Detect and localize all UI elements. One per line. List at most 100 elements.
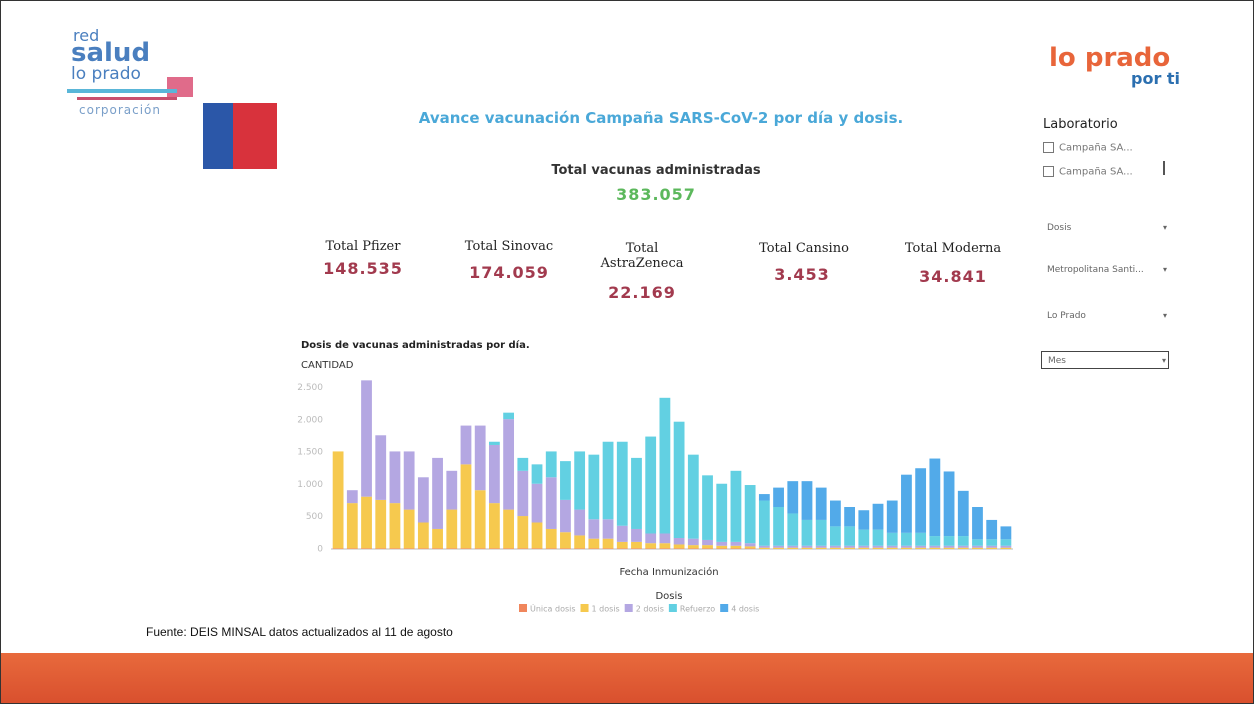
bar-segment bbox=[957, 490, 969, 537]
bar-segment bbox=[702, 548, 713, 549]
bar-segment bbox=[403, 548, 415, 549]
bar-segment bbox=[531, 464, 543, 484]
bar-segment bbox=[645, 548, 657, 549]
checkbox[interactable]: Campaña SA... bbox=[1043, 166, 1133, 178]
bar-segment bbox=[730, 541, 742, 546]
checkbox-label: Campaña SA... bbox=[1059, 142, 1133, 154]
bar-segment bbox=[716, 483, 728, 542]
legend-swatch bbox=[668, 604, 677, 612]
bar-segment bbox=[531, 522, 543, 549]
bar-segment bbox=[403, 451, 415, 510]
bar-segment bbox=[829, 526, 841, 546]
dropdown[interactable]: Mes bbox=[1041, 351, 1169, 370]
legend-title: Dosis bbox=[655, 591, 682, 602]
bar-segment bbox=[474, 548, 486, 549]
bar-segment bbox=[773, 547, 784, 549]
bar-segment bbox=[503, 509, 515, 549]
bar-segment bbox=[858, 529, 870, 546]
bar-segment bbox=[929, 536, 941, 546]
y-tick-label: 1.000 bbox=[297, 480, 323, 490]
bar-segment bbox=[829, 547, 841, 549]
bar-segment bbox=[972, 539, 983, 546]
legend-label: Única dosis bbox=[530, 603, 576, 614]
bar-segment bbox=[389, 451, 401, 504]
bar-segment bbox=[929, 545, 941, 548]
y-tick-label: 2.000 bbox=[297, 415, 323, 425]
legend-label: Refuerzo bbox=[680, 605, 715, 614]
bar-segment bbox=[488, 444, 500, 504]
legend-swatch bbox=[720, 604, 729, 612]
bar-segment bbox=[531, 483, 543, 523]
y-axis-title: CANTIDAD bbox=[301, 360, 354, 371]
bar-segment bbox=[503, 419, 515, 510]
dropdown[interactable]: Lo Prado bbox=[1041, 307, 1169, 325]
bar-segment bbox=[886, 545, 898, 548]
bar-segment bbox=[687, 545, 699, 549]
bar-segment bbox=[488, 548, 500, 549]
total-value: 383.057 bbox=[616, 185, 696, 204]
bar-segment bbox=[659, 533, 671, 544]
kpi-value: 22.169 bbox=[608, 283, 676, 302]
bar-segment bbox=[886, 547, 898, 549]
bar-segment bbox=[858, 547, 870, 549]
bar-segment bbox=[389, 548, 401, 549]
dropdown-label: Dosis bbox=[1047, 223, 1072, 233]
bar-segment bbox=[361, 548, 372, 549]
bar-segment bbox=[560, 461, 571, 500]
bar-segment bbox=[332, 451, 344, 549]
y-tick-label: 2.500 bbox=[297, 383, 323, 393]
bar-segment bbox=[417, 522, 429, 549]
bar-segment bbox=[915, 547, 927, 549]
bar-segment bbox=[602, 548, 614, 549]
page-title: Avance vacunación Campaña SARS-CoV-2 por… bbox=[418, 109, 904, 127]
x-axis-title: Fecha Inmunización bbox=[619, 566, 718, 578]
bar-segment bbox=[844, 545, 856, 548]
bar-segment bbox=[645, 543, 657, 549]
bar-segment bbox=[787, 547, 799, 549]
bar-segment bbox=[432, 528, 443, 549]
bar-segment bbox=[986, 519, 998, 540]
bar-segment bbox=[560, 499, 571, 533]
bar-segment bbox=[375, 548, 387, 549]
bar-segment bbox=[545, 451, 557, 478]
checkbox-label: Campaña SA... bbox=[1059, 166, 1133, 178]
bar-segment bbox=[588, 538, 600, 549]
kpi-label: Total Pfizer bbox=[325, 239, 401, 254]
bar-segment bbox=[972, 547, 983, 549]
logo-text: red bbox=[73, 26, 100, 45]
dropdown-label: Mes bbox=[1048, 356, 1066, 366]
bar-segment bbox=[545, 528, 557, 549]
bar-segment bbox=[744, 546, 756, 549]
bar-segment bbox=[886, 532, 898, 546]
kpi-value: 148.535 bbox=[323, 259, 403, 278]
dropdown[interactable]: Metropolitana Santi... bbox=[1041, 261, 1169, 279]
filter-title: Laboratorio bbox=[1043, 117, 1118, 132]
kpi-label: Total Cansino bbox=[759, 241, 849, 256]
bar-segment bbox=[1000, 539, 1012, 546]
dropdown[interactable]: Dosis bbox=[1041, 219, 1169, 237]
bar-segment bbox=[616, 541, 628, 549]
bar-segment bbox=[957, 536, 969, 546]
bar-segment bbox=[943, 547, 955, 549]
bar-segment bbox=[915, 468, 927, 533]
bar-segment bbox=[361, 380, 372, 497]
bar-segment bbox=[673, 544, 685, 549]
bar-segment bbox=[631, 457, 642, 529]
footer-band bbox=[1, 653, 1253, 703]
bar-segment bbox=[744, 543, 756, 547]
bar-segment bbox=[346, 490, 358, 504]
bar-segment bbox=[631, 541, 642, 549]
bar-segment bbox=[901, 474, 912, 533]
bar-segment bbox=[773, 545, 784, 548]
checkbox[interactable]: Campaña SA... bbox=[1043, 142, 1133, 154]
legend-swatch bbox=[580, 604, 589, 612]
kpi-value: 174.059 bbox=[469, 263, 549, 282]
y-tick-label: 1.500 bbox=[297, 448, 323, 458]
kpi-label: Total Moderna bbox=[904, 241, 1002, 256]
bar-segment bbox=[503, 548, 515, 549]
bar-segment bbox=[673, 421, 685, 539]
bar-segment bbox=[943, 536, 955, 546]
bar-segment bbox=[588, 519, 600, 539]
bar-segment bbox=[844, 547, 856, 549]
